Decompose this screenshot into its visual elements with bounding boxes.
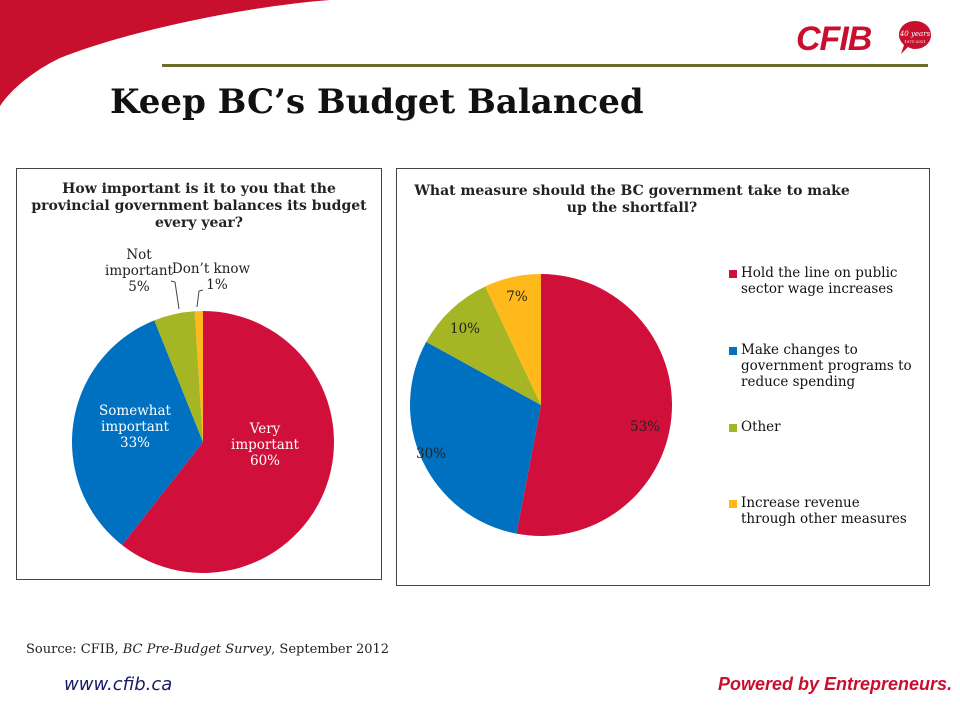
- chart-title-importance: How important is it to you that the prov…: [31, 181, 367, 231]
- leader-line-not-important: [170, 280, 180, 310]
- legend-item-wage: Hold the line on public sector wage incr…: [729, 265, 917, 297]
- leader-line-dont-know: [196, 289, 204, 308]
- pie-label-2-0: Not: [126, 247, 152, 263]
- pie-slice-0: [516, 274, 672, 536]
- legend-item-revenue: Increase revenue through other measures: [729, 495, 917, 527]
- tagline: Powered by Entrepreneurs.: [718, 674, 953, 694]
- pie-value-label-3: 7%: [506, 289, 528, 305]
- legend-swatch-orange: [729, 500, 737, 508]
- pie-slice-0: [122, 311, 334, 573]
- header-rule: [162, 64, 928, 67]
- badge-line2: 1971-2011: [904, 39, 926, 44]
- pie-label-1-1: important: [101, 419, 170, 435]
- pie-value-label-2: 10%: [450, 321, 480, 337]
- pie-chart-importance: Veryimportant60%Somewhatimportant33%Noti…: [72, 247, 334, 573]
- chart-title-measures: What measure should the BC government ta…: [414, 183, 850, 216]
- website-link[interactable]: www.cfib.ca: [64, 674, 173, 695]
- legend-label-wage: Hold the line on public sector wage incr…: [741, 265, 898, 297]
- source-prefix: Source: CFIB,: [26, 642, 123, 657]
- legend-swatch-olive: [729, 424, 737, 432]
- pie-label-1-2: 33%: [120, 435, 150, 451]
- pie-slice-3: [485, 274, 541, 405]
- legend-item-programs: Make changes to government programs to r…: [729, 342, 917, 390]
- pie-label-0-0: Very: [249, 421, 281, 437]
- pie-label-0-2: 60%: [250, 453, 280, 469]
- legend-label-programs: Make changes to government programs to r…: [741, 342, 912, 390]
- anniversary-badge-icon: 40 years 1971-2011: [899, 21, 931, 54]
- pie-label-3-0: Don’t know: [172, 261, 251, 277]
- logo-text: CFIB: [796, 20, 872, 58]
- chart-panel-importance: How important is it to you that the prov…: [16, 168, 382, 580]
- pie-label-2-2: 5%: [128, 279, 150, 295]
- chart-panel-measures: What measure should the BC government ta…: [396, 168, 930, 586]
- badge-line1: 40 years: [899, 30, 931, 38]
- pie-label-0-1: important: [231, 437, 300, 453]
- pie-value-label-1: 30%: [416, 446, 446, 462]
- legend-swatch-blue: [729, 347, 737, 355]
- pie-slice-2: [426, 286, 541, 405]
- header-swoosh: [0, 0, 330, 106]
- legend-item-other: Other: [729, 419, 917, 435]
- pie-slice-1: [410, 341, 541, 534]
- source-suffix: , September 2012: [271, 642, 390, 657]
- legend-label-revenue: Increase revenue through other measures: [741, 495, 907, 527]
- legend-label-other: Other: [741, 419, 781, 435]
- pie-label-1-0: Somewhat: [99, 403, 171, 419]
- pie-label-3-1: 1%: [206, 277, 228, 293]
- pie-value-label-0: 53%: [630, 419, 660, 435]
- legend-swatch-red: [729, 270, 737, 278]
- pie-slice-1: [72, 320, 203, 545]
- page-title: Keep BC’s Budget Balanced: [110, 82, 644, 122]
- pie-slice-3: [194, 311, 203, 442]
- source-note: Source: CFIB, BC Pre-Budget Survey, Sept…: [26, 642, 389, 657]
- pie-label-2-1: important: [105, 263, 174, 279]
- pie-chart-measures: 53% 30% 10% 7%: [410, 274, 672, 536]
- source-survey: BC Pre-Budget Survey: [122, 642, 272, 657]
- cfib-logo: CFIB 40 years 1971-2011: [796, 18, 936, 64]
- pie-slice-2: [154, 311, 203, 442]
